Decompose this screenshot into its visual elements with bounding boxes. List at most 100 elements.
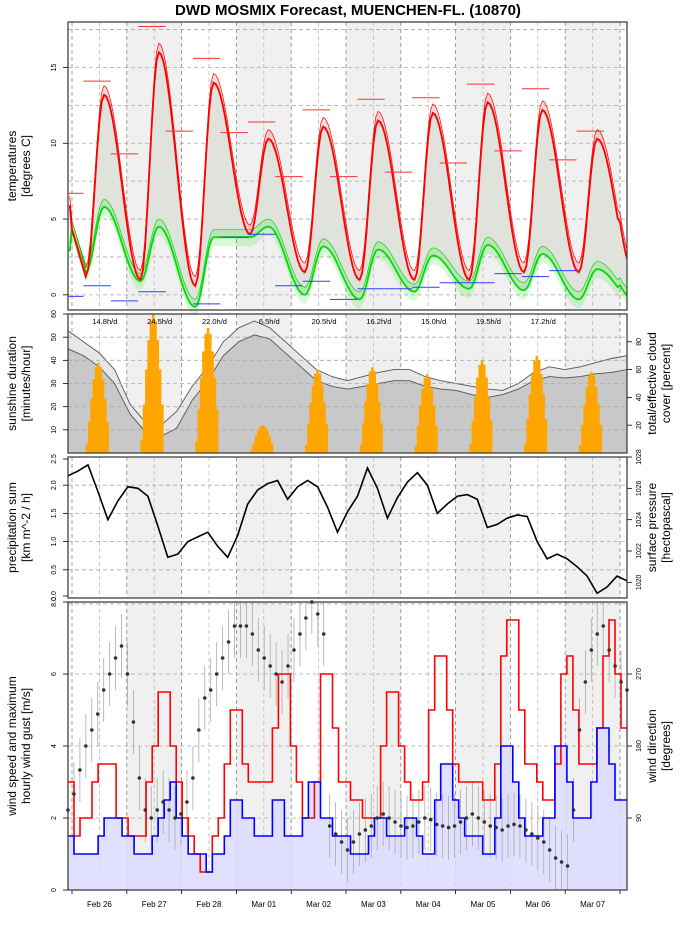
sunshine-bar xyxy=(430,388,434,453)
x-axis-day-label: Mar 07 xyxy=(580,900,605,909)
wind-direction-point xyxy=(619,680,623,684)
sunshine-bar xyxy=(213,377,217,453)
wind-direction-point xyxy=(274,672,278,676)
wind-direction-point xyxy=(149,816,154,820)
wind-direction-point xyxy=(95,712,100,716)
x-axis-day-label: Feb 28 xyxy=(197,900,222,909)
wind-direction-point xyxy=(512,822,516,827)
sunshine-bar xyxy=(544,419,548,453)
temp-ylabel-line2: [degrees C] xyxy=(19,135,33,197)
sunshine-bar xyxy=(471,420,475,453)
wind-direction-point xyxy=(131,720,136,724)
wind-direction-point xyxy=(143,808,148,812)
sunshine-bar xyxy=(142,404,146,453)
sunshine-bar xyxy=(206,327,210,453)
sunshine-daily-label: 19.5h/d xyxy=(476,317,501,326)
pressure-ytick-label: 1026 xyxy=(636,480,643,496)
wind-ylabel-line2: hourly wind gust [m/s] xyxy=(19,688,33,804)
sunshine-bar xyxy=(594,387,598,453)
sunshine-bar xyxy=(147,340,150,453)
sunshine-bar xyxy=(423,378,427,453)
sunshine-bar xyxy=(485,377,488,453)
sunshine-bar xyxy=(368,371,372,453)
wind-direction-point xyxy=(119,644,124,648)
sunshine-bar xyxy=(209,333,212,453)
cloud-ytick-label: 60 xyxy=(636,366,643,374)
sunshine-bar xyxy=(254,436,258,453)
wind-direction-point xyxy=(84,744,88,748)
sunshine-bar xyxy=(524,443,527,453)
wind-direction-point xyxy=(482,820,487,824)
wind-direction-point xyxy=(232,624,237,628)
wind-direction-point xyxy=(601,624,606,628)
wind-direction-point xyxy=(589,648,594,652)
sunshine-bar xyxy=(585,387,589,453)
wind-direction-point xyxy=(417,820,421,824)
wind-direction-point xyxy=(381,812,385,816)
sunshine-bar xyxy=(156,340,160,453)
pressure-ytick-label: 1022 xyxy=(636,543,643,559)
sunshine-bar xyxy=(311,385,315,453)
pressure-ylabel-line1: surface pressure xyxy=(645,482,659,572)
sunshine-bar xyxy=(307,423,310,453)
sunshine-bar xyxy=(94,367,98,453)
sunshine-bar xyxy=(261,425,265,453)
sunshine-bar xyxy=(323,402,326,453)
sunshine-bar xyxy=(599,424,603,453)
sunshine-bar xyxy=(268,436,271,453)
temp-ytick-label: 0 xyxy=(51,293,58,297)
wind-direction-point xyxy=(559,860,564,864)
dewpoint-line xyxy=(68,205,628,309)
wind-direction-point xyxy=(476,816,481,820)
sunshine-bar xyxy=(197,409,201,453)
sunshine-bar xyxy=(377,401,381,453)
wind-direction-point xyxy=(458,820,463,824)
sunshine-bar xyxy=(151,314,155,453)
x-axis-day-label: Mar 02 xyxy=(306,900,331,909)
wind-direction-point xyxy=(357,832,362,836)
sunshine-bar xyxy=(250,450,253,453)
sunshine-bar xyxy=(325,423,329,453)
wind-direction-point xyxy=(351,840,356,844)
sunshine-bar xyxy=(421,388,424,453)
sunshine-bar xyxy=(373,371,376,453)
wind-direction-point xyxy=(506,824,510,828)
precip-ytick-label: 1.5 xyxy=(51,508,58,518)
wind-direction-point xyxy=(292,648,296,652)
sunshine-bar xyxy=(92,379,96,453)
sunshine-bar xyxy=(583,404,587,453)
sunshine-bar xyxy=(578,445,582,453)
sunshine-daily-label: 22.0h/d xyxy=(202,317,227,326)
wind-direction-point xyxy=(446,825,451,830)
sunshine-bar xyxy=(252,443,255,453)
sunshine-bar xyxy=(101,379,105,453)
cloud-ylabel-line2: cover [percent] xyxy=(659,344,673,423)
x-axis-day-label: Mar 01 xyxy=(251,900,276,909)
wind-direction-point xyxy=(173,816,177,820)
sunshine-bar xyxy=(588,375,591,453)
sunshine-bar xyxy=(489,420,493,453)
precip-ytick-zero-label: 0.0 xyxy=(51,591,58,601)
sunshine-bar xyxy=(140,439,144,453)
sunshine-bar xyxy=(419,405,422,453)
sunshine-bar xyxy=(371,367,374,453)
sunshine-bar xyxy=(318,373,322,453)
wind-direction-point xyxy=(613,664,617,668)
chart-title: DWD MOSMIX Forecast, MUENCHEN-FL. (10870… xyxy=(175,2,521,19)
wind-direction-point xyxy=(553,856,558,860)
wind-direction-point xyxy=(583,680,588,684)
wind-direction-point xyxy=(226,640,231,644)
pressure-ylabel-line2: [hectopascal] xyxy=(659,492,673,563)
wind-direction-point xyxy=(434,822,439,827)
wind-direction-point xyxy=(369,824,374,828)
x-axis-day-label: Mar 06 xyxy=(525,900,550,909)
sunshine-daily-label: 16.2h/d xyxy=(366,317,391,326)
cloud-ytick-label: 80 xyxy=(636,338,643,346)
wind-direction-point xyxy=(137,776,142,780)
wind-direction-point xyxy=(577,728,582,732)
wind-direction-point xyxy=(333,832,338,836)
sunshine-bar xyxy=(425,374,429,453)
sunshine-bar xyxy=(581,424,584,453)
x-axis-day-label: Mar 03 xyxy=(361,900,386,909)
sun-ytick-label: 40 xyxy=(51,356,58,364)
